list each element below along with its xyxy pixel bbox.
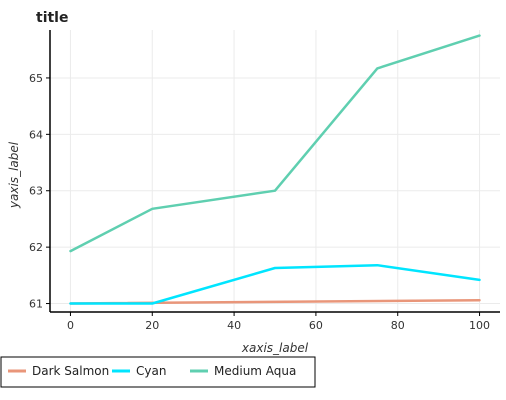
tick-labels: 61 62 63 64 65 0 20 40 60 80 100 (29, 72, 490, 332)
x-tick-label: 20 (145, 319, 159, 332)
x-tick-label: 40 (227, 319, 241, 332)
y-tick-label: 62 (29, 241, 43, 254)
legend: Dark Salmon Cyan Medium Aqua (0, 356, 316, 388)
x-tick-label: 80 (391, 319, 405, 332)
x-tick-label: 0 (67, 319, 74, 332)
series-line-medium-aqua (69, 34, 481, 253)
legend-label-cyan: Cyan (136, 364, 166, 378)
y-tick-label: 61 (29, 298, 43, 311)
y-tick-label: 64 (29, 128, 43, 141)
legend-box (0, 356, 316, 388)
x-tick-label: 100 (469, 319, 490, 332)
legend-label-dark-salmon: Dark Salmon (32, 364, 109, 378)
y-tick-label: 65 (29, 72, 43, 85)
series-lines (69, 34, 481, 305)
y-tick-label: 63 (29, 185, 43, 198)
y-axis-label: yaxis_label (7, 141, 21, 209)
legend-label-medium-aqua: Medium Aqua (214, 364, 296, 378)
x-axis-label: xaxis_label (241, 341, 309, 355)
series-line-cyan (69, 263, 481, 305)
axes (49, 30, 500, 313)
x-tick-label: 60 (309, 319, 323, 332)
chart-title: title (36, 10, 68, 26)
grid-lines (50, 30, 500, 312)
